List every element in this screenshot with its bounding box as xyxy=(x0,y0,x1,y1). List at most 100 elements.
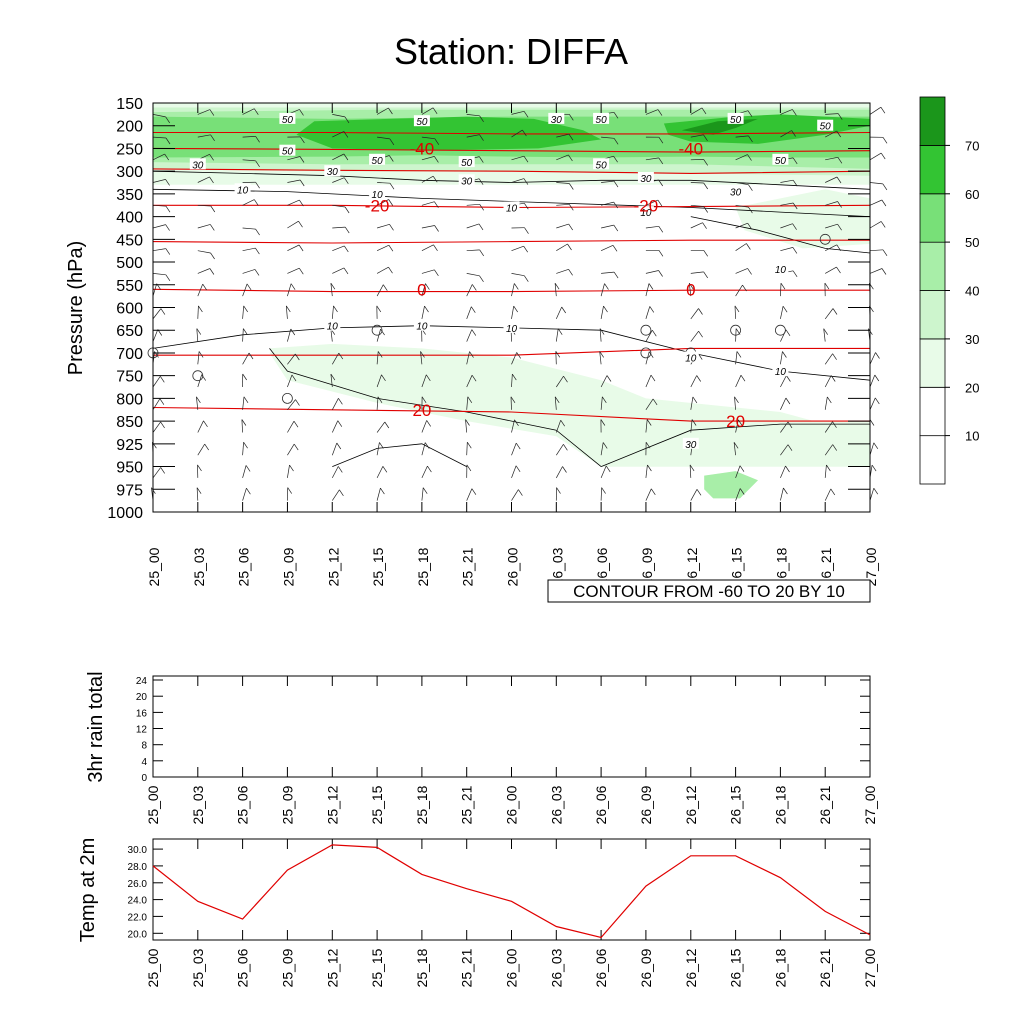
wind-barb xyxy=(824,396,828,410)
wind-barb-flag xyxy=(514,419,519,426)
wind-barb-flag xyxy=(568,269,573,276)
wind-barb xyxy=(242,328,244,342)
wind-barb xyxy=(242,135,256,138)
speed-label-bg xyxy=(458,174,475,186)
wind-barb-flag xyxy=(736,351,742,358)
speed-label-bg xyxy=(548,112,565,124)
wind-barb-flag xyxy=(875,397,880,405)
wind-barb xyxy=(331,398,339,410)
wind-barb-flag xyxy=(658,179,663,187)
x-tick-label: 26_21 xyxy=(818,547,834,586)
wind-barb xyxy=(600,487,602,501)
wind-barb xyxy=(466,351,470,365)
speed-contour-label: 10 xyxy=(372,190,384,201)
wind-barb xyxy=(242,227,256,230)
wind-barb-flag xyxy=(299,179,305,187)
wind-barb xyxy=(242,283,248,297)
wind-barb xyxy=(780,202,794,206)
wind-barb-flag xyxy=(379,442,384,449)
colorbar-label: 40 xyxy=(965,284,979,299)
rain-x-tick-label: 25_00 xyxy=(145,785,161,824)
rain-x-tick-label: 26_06 xyxy=(593,785,609,824)
wind-barb xyxy=(330,374,333,388)
wind-barb-flag xyxy=(427,465,432,473)
wind-barb xyxy=(152,398,161,410)
wind-barb-flag xyxy=(832,421,837,428)
wind-barb-flag xyxy=(255,182,260,189)
speed-label-bg xyxy=(727,112,744,124)
wind-barb-flag xyxy=(478,223,484,231)
wind-barb xyxy=(421,442,426,456)
wind-barb xyxy=(242,396,245,410)
calm-wind-circle xyxy=(281,392,293,404)
x-tick-label: 26_18 xyxy=(773,547,789,586)
wind-barb xyxy=(554,283,557,297)
wind-barb xyxy=(556,268,569,274)
wind-barb-flag xyxy=(701,107,707,115)
wind-barb-flag xyxy=(295,399,300,406)
x-tick-label: 25_00 xyxy=(146,547,162,586)
wind-barb-flag xyxy=(293,443,299,451)
y-tick-label: 300 xyxy=(116,164,143,181)
rain-x-tick-label: 26_00 xyxy=(504,785,520,824)
rain-x-tick-label: 26_15 xyxy=(728,785,744,824)
wind-barb xyxy=(287,267,300,274)
y-tick-label: 500 xyxy=(116,255,143,272)
pressure-axis-title: Pressure (hPa) xyxy=(65,241,87,376)
rain-y-tick-label: 4 xyxy=(141,757,147,768)
y-tick-label: 400 xyxy=(116,210,143,227)
wind-barb xyxy=(735,284,743,297)
wind-barb-flag xyxy=(698,331,703,338)
wind-barb-flag xyxy=(568,154,573,162)
wind-barb xyxy=(152,114,166,118)
wind-barb-flag xyxy=(209,176,214,184)
wind-barb xyxy=(645,488,652,501)
wind-barb-flag xyxy=(516,352,521,359)
speed-contour-label: 30 xyxy=(640,174,652,185)
wind-barb xyxy=(780,223,793,229)
wind-barb xyxy=(152,467,161,479)
wind-barb-flag xyxy=(792,109,797,116)
wind-barb xyxy=(242,442,244,456)
wind-barb xyxy=(825,176,838,183)
wind-barb xyxy=(690,271,704,274)
wind-barb-flag xyxy=(388,199,393,206)
wind-barb xyxy=(825,201,838,206)
wind-barb xyxy=(287,199,300,206)
rain-axis-title: 3hr rain total xyxy=(85,671,107,782)
calm-wind-circle xyxy=(192,370,204,382)
speed-contour-label: 50 xyxy=(372,156,384,167)
wind-barb-flag xyxy=(289,464,294,472)
speed-contour-label: 10 xyxy=(506,324,518,335)
wind-barb-flag xyxy=(568,134,574,141)
wind-barb-flag xyxy=(658,270,663,277)
wind-barb-flag xyxy=(569,183,574,190)
wind-barb-flag xyxy=(748,135,753,143)
wind-barb xyxy=(287,179,301,183)
y-tick-label: 850 xyxy=(116,414,143,431)
wind-barb xyxy=(554,396,557,410)
wind-barb-flag xyxy=(388,245,394,252)
wind-barb-flag xyxy=(164,153,169,161)
speed-contour-label: 50 xyxy=(820,122,832,133)
wind-barb-flag xyxy=(255,247,260,255)
wind-barb-flag xyxy=(425,283,430,290)
wind-barb xyxy=(780,375,787,388)
wind-barb-flag xyxy=(159,398,165,405)
wind-barb xyxy=(152,421,161,433)
wind-barb-flag xyxy=(434,201,439,208)
wind-barb xyxy=(421,374,427,388)
wind-barb xyxy=(780,397,787,410)
wind-barb xyxy=(421,420,428,433)
wind-barb-flag xyxy=(299,109,304,116)
wind-barb xyxy=(690,107,703,115)
calm-wind-circle xyxy=(775,324,786,336)
wind-barb xyxy=(421,225,435,229)
wind-barb xyxy=(733,442,736,456)
wind-barb-flag xyxy=(746,243,751,250)
x-tick-label: 26_00 xyxy=(505,547,521,586)
wind-barb xyxy=(331,466,339,479)
wind-barb xyxy=(599,351,602,365)
wind-barb xyxy=(152,179,166,183)
wind-barb-flag xyxy=(792,202,798,210)
